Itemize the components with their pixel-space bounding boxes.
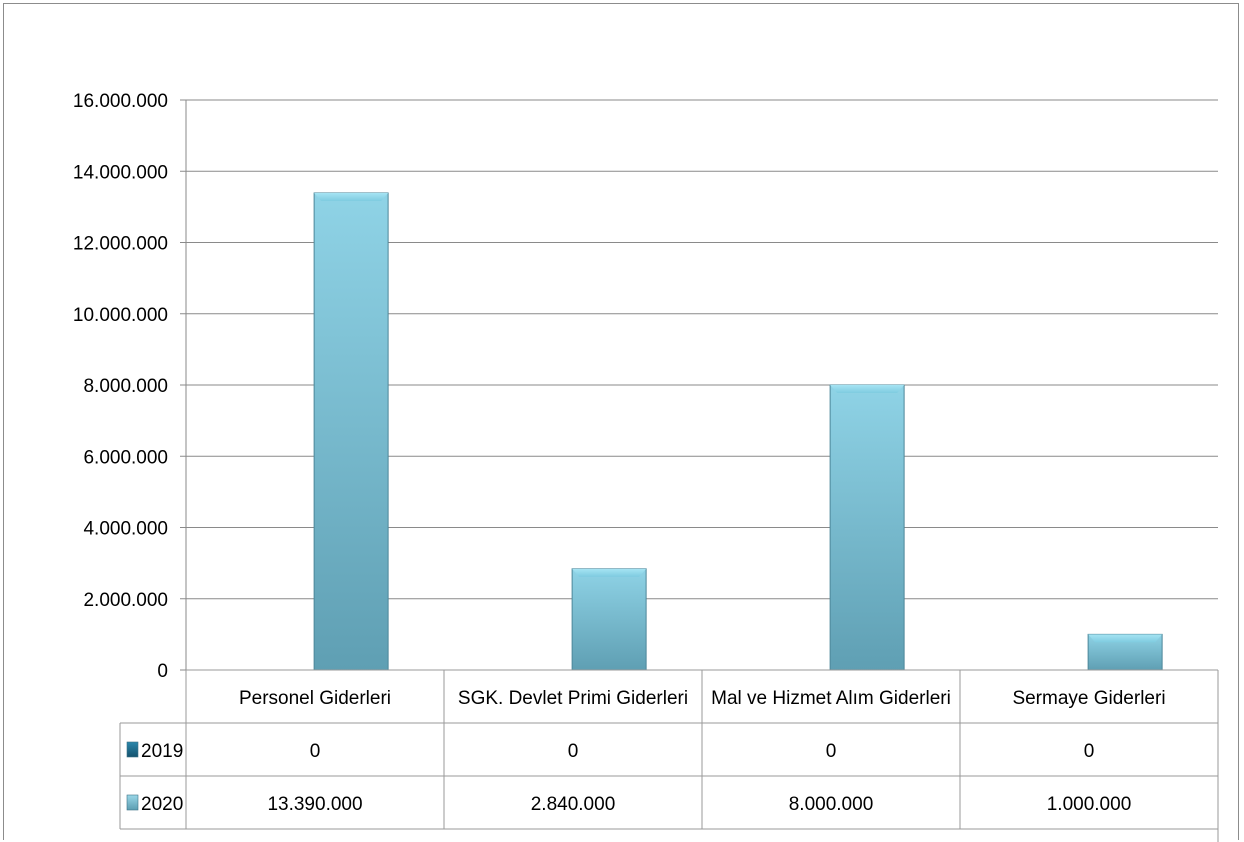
data-table-value: 0	[568, 741, 579, 762]
bar-bevel	[830, 385, 905, 393]
y-tick-label: 14.000.000	[73, 162, 168, 183]
legend-key-2019	[126, 741, 139, 758]
data-table-value: 0	[310, 741, 321, 762]
y-tick-label: 4.000.000	[83, 519, 168, 540]
bar-2020	[571, 568, 647, 671]
y-tick-label: 16.000.000	[73, 91, 168, 112]
bar-bevel	[314, 192, 389, 201]
y-tick-label: 10.000.000	[73, 305, 168, 326]
category-label: Mal ve Hizmet Alım Giderleri	[711, 688, 951, 709]
data-table-value: 8.000.000	[789, 794, 874, 815]
data-table-value: 0	[1084, 741, 1095, 762]
legend-key-2020	[126, 794, 139, 811]
category-label: SGK. Devlet Primi Giderleri	[458, 688, 688, 709]
data-table-value: 2.840.000	[531, 794, 616, 815]
data-table-value: 0	[826, 741, 837, 762]
y-tick-label: 6.000.000	[83, 447, 168, 468]
y-tick-label: 8.000.000	[83, 376, 168, 397]
bar-2020	[829, 384, 905, 671]
y-tick-label: 2.000.000	[83, 590, 168, 611]
y-tick-label: 12.000.000	[73, 234, 168, 255]
series-name: 2020	[141, 794, 183, 815]
y-tick-label: 0	[157, 661, 168, 682]
bar-2020	[313, 192, 389, 671]
bar-bevel	[572, 568, 647, 577]
series-name: 2019	[141, 741, 183, 762]
category-label: Sermaye Giderleri	[1012, 688, 1165, 709]
bar-bevel	[1088, 634, 1163, 643]
data-table-value: 1.000.000	[1047, 794, 1132, 815]
chart-frame	[3, 3, 1239, 840]
data-table-value: 13.390.000	[267, 794, 362, 815]
category-label: Personel Giderleri	[239, 688, 391, 709]
